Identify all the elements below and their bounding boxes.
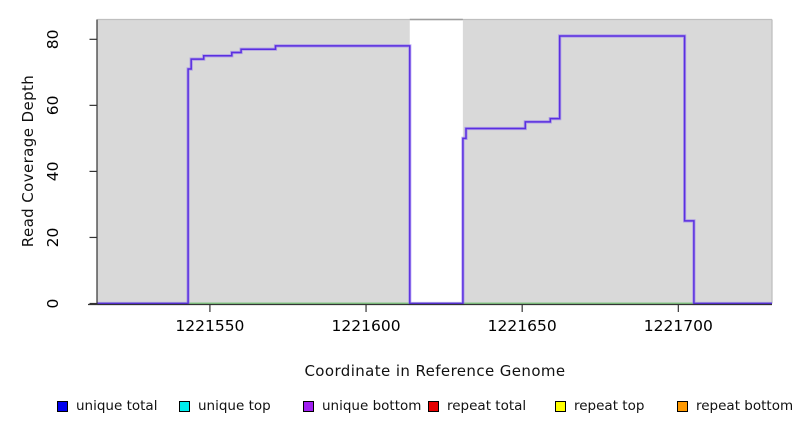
- legend-item-repeat-bottom: repeat bottom: [677, 398, 792, 414]
- legend-label: repeat total: [447, 398, 527, 414]
- x-axis-title: Coordinate in Reference Genome: [304, 362, 566, 380]
- y-axis-title: Read Coverage Depth: [19, 74, 37, 248]
- legend-item-repeat-top: repeat top: [555, 398, 644, 414]
- legend-swatch-unique-total: [57, 400, 68, 412]
- legend-label: unique total: [76, 398, 158, 414]
- y-tick-label: 0: [44, 299, 62, 309]
- legend-label: repeat top: [574, 398, 645, 414]
- legend: unique total unique top unique bottom repea…: [0, 398, 792, 420]
- legend-item-unique-total: unique total: [57, 398, 157, 414]
- y-tick-label: 60: [44, 95, 62, 115]
- y-tick-label: 80: [44, 29, 62, 49]
- y-tick-label: 40: [44, 162, 62, 182]
- zero-coverage-mask-band: [409, 20, 463, 304]
- coverage-curve: [97, 35, 772, 305]
- legend-label: repeat bottom: [696, 398, 792, 414]
- legend-item-unique-bottom: unique bottom: [303, 398, 421, 414]
- legend-item-repeat-total: repeat total: [428, 398, 526, 414]
- legend-label: unique top: [198, 398, 271, 414]
- legend-swatch-unique-top: [179, 400, 190, 412]
- legend-swatch-repeat-bottom: [677, 400, 688, 412]
- legend-swatch-repeat-total: [428, 400, 439, 412]
- legend-label: unique bottom: [322, 398, 422, 414]
- legend-item-unique-top: unique top: [179, 398, 271, 414]
- legend-swatch-unique-bottom: [303, 400, 314, 412]
- x-tick-label: 1221650: [488, 317, 557, 335]
- legend-swatch-repeat-top: [555, 400, 566, 412]
- x-tick-label: 1221600: [332, 317, 401, 335]
- x-tick-label: 1221700: [644, 317, 713, 335]
- plot-area-svg: 1221550 1221600 1221650 1221700 0 20 40 60 80: [44, 18, 773, 335]
- y-tick-label: 20: [44, 228, 62, 248]
- x-tick-label: 1221550: [175, 317, 244, 335]
